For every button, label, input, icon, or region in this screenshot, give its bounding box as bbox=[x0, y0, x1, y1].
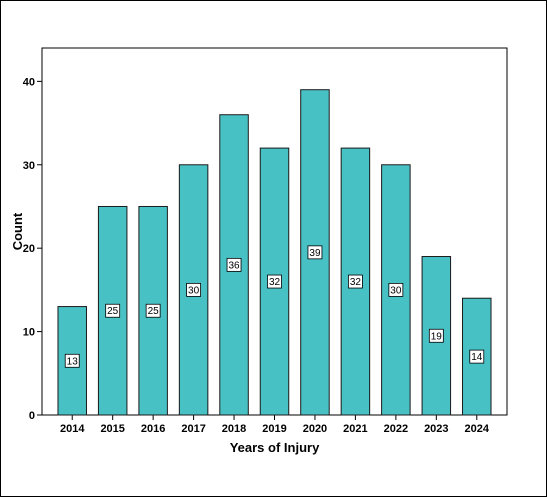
data-label-2014: 13 bbox=[67, 356, 79, 367]
data-label-box-2020 bbox=[307, 245, 323, 260]
data-label-2024: 14 bbox=[471, 352, 483, 363]
bar-2021 bbox=[340, 147, 371, 416]
y-tick-label: 40 bbox=[23, 76, 35, 88]
x-tick-label-2024: 2024 bbox=[465, 423, 490, 435]
y-tick-label: 0 bbox=[29, 410, 35, 422]
y-tick-label: 20 bbox=[23, 243, 35, 255]
y-axis: 0 10 20 30 40 bbox=[23, 76, 42, 422]
x-tick-label-2023: 2023 bbox=[424, 423, 448, 435]
y-tick-label: 30 bbox=[23, 160, 35, 172]
x-tick-label-2019: 2019 bbox=[262, 423, 286, 435]
data-label-box-2023 bbox=[428, 328, 444, 343]
y-axis-title: Count bbox=[10, 212, 25, 250]
y-tick-label: 10 bbox=[23, 327, 35, 339]
bars bbox=[57, 89, 492, 416]
data-label-box-2019 bbox=[267, 274, 282, 289]
x-axis: 2014 2015 2016 2017 2018 2019 2020 2021 2022 2023… bbox=[60, 415, 490, 435]
x-axis-title: Years of Injury bbox=[230, 440, 320, 455]
data-label-box-2017 bbox=[186, 282, 201, 297]
data-label-2020: 39 bbox=[309, 248, 321, 259]
x-tick-label-2022: 2022 bbox=[384, 423, 408, 435]
data-label-2022: 30 bbox=[390, 285, 402, 296]
x-tick-label-2017: 2017 bbox=[181, 423, 205, 435]
x-tick-label-2014: 2014 bbox=[60, 423, 85, 435]
data-label-box-2015 bbox=[105, 303, 121, 318]
data-label-box-2022 bbox=[388, 282, 404, 297]
data-label-2019: 32 bbox=[269, 277, 281, 288]
data-label-2017: 30 bbox=[188, 285, 200, 296]
data-label-2023: 19 bbox=[431, 331, 443, 342]
data-label-box-2014 bbox=[64, 353, 80, 368]
data-label-2018: 36 bbox=[228, 260, 240, 271]
data-label-2021: 32 bbox=[350, 277, 362, 288]
x-tick-label-2021: 2021 bbox=[343, 423, 367, 435]
data-label-box-2018 bbox=[226, 257, 242, 272]
x-tick-label-2015: 2015 bbox=[100, 423, 124, 435]
data-label-box-2024 bbox=[469, 349, 485, 364]
x-tick-label-2016: 2016 bbox=[141, 423, 165, 435]
x-tick-label-2020: 2020 bbox=[303, 423, 327, 435]
x-tick-label-2018: 2018 bbox=[222, 423, 246, 435]
data-label-box-2016 bbox=[145, 303, 161, 318]
data-label-2015: 25 bbox=[107, 306, 119, 317]
data-label-box-2021 bbox=[348, 274, 363, 289]
data-labels: 13 25 25 30 36 32 39 32 30 19 14 bbox=[64, 245, 485, 368]
data-label-2016: 25 bbox=[148, 306, 160, 317]
